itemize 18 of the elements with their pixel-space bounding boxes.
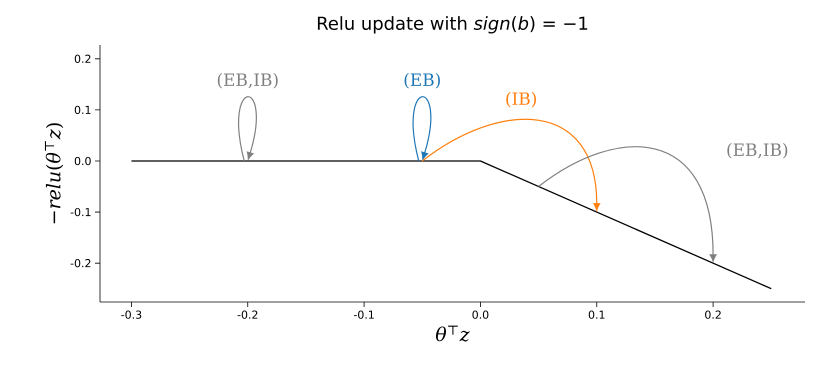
y-tick-label: 0.0 [74, 156, 91, 166]
x-tick-label: 0.0 [472, 310, 488, 319]
x-tick-label: -0.1 [354, 310, 374, 319]
y-tick-label: -0.1 [70, 208, 90, 216]
x-tick-label: 0.2 [705, 310, 721, 319]
y-tick-label: 0.2 [74, 54, 90, 63]
y-tick-label: 0.1 [74, 106, 90, 114]
annotation: (EB) [404, 72, 440, 88]
y-axis-title: −relu(θ$^{⊤}$z) [44, 123, 64, 224]
x-axis-title: θ$^{⊤}$z [436, 326, 470, 342]
x-tick-label: -0.2 [238, 310, 258, 319]
x-tick-label: 0.1 [588, 310, 604, 319]
chart-title: Relu update with sign(b) = −1 [318, 16, 588, 34]
annotation: (IB) [506, 92, 536, 108]
annotation: (EB,IB) [218, 72, 278, 88]
x-tick-label: -0.3 [121, 310, 142, 319]
y-tick-label: -0.2 [70, 259, 90, 268]
annotation: (EB,IB) [727, 143, 788, 159]
